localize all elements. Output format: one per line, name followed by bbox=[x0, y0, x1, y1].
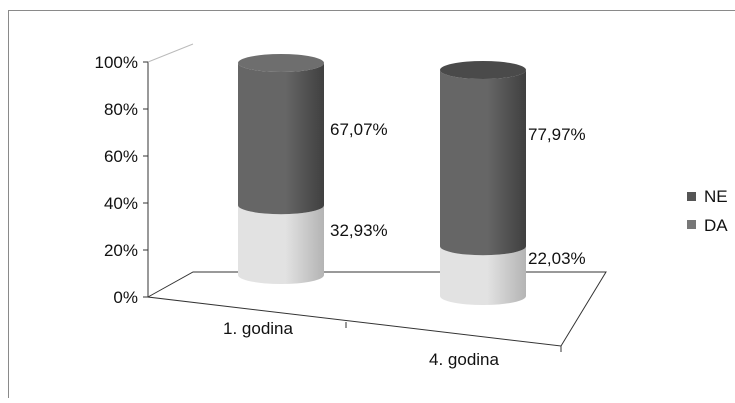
bar-ne-2 bbox=[440, 61, 526, 255]
legend-label-da: DA bbox=[704, 216, 728, 235]
y-axis-back-line bbox=[148, 44, 193, 62]
y-tick-label: 0% bbox=[113, 288, 138, 307]
bar-da-1-body bbox=[238, 205, 324, 284]
bar-ne-2-top bbox=[440, 61, 526, 79]
value-label-da-1-godina: 32,93% bbox=[330, 221, 388, 240]
x-axis-label: 4. godina bbox=[429, 350, 499, 369]
value-label-ne-1-godina: 67,07% bbox=[330, 120, 388, 139]
legend-swatch-da bbox=[687, 220, 696, 229]
value-label-da-4-godina: 22,03% bbox=[528, 249, 586, 268]
y-tick-label: 20% bbox=[104, 241, 138, 260]
bar-ne-1-body bbox=[238, 63, 324, 214]
legend-swatch-ne bbox=[687, 192, 696, 201]
legend: NE DA bbox=[687, 187, 728, 235]
bar-ne-2-body bbox=[440, 70, 526, 255]
y-tick-label: 40% bbox=[104, 194, 138, 213]
bar-ne-1-top bbox=[238, 54, 324, 72]
floor-plane bbox=[148, 272, 606, 346]
bar-ne-1 bbox=[238, 54, 324, 214]
bars bbox=[238, 54, 526, 305]
x-axis-label: 1. godina bbox=[223, 319, 293, 338]
y-tick-label: 80% bbox=[104, 100, 138, 119]
y-tick-label: 100% bbox=[95, 53, 138, 72]
legend-label-ne: NE bbox=[704, 187, 728, 206]
bar-da-1 bbox=[238, 205, 324, 284]
y-axis bbox=[148, 44, 193, 297]
y-tick-label: 60% bbox=[104, 147, 138, 166]
value-label-ne-4-godina: 77,97% bbox=[528, 125, 586, 144]
y-tick-labels: 0% 20% 40% 60% 80% 100% bbox=[95, 53, 148, 307]
chart-floor bbox=[148, 272, 606, 352]
